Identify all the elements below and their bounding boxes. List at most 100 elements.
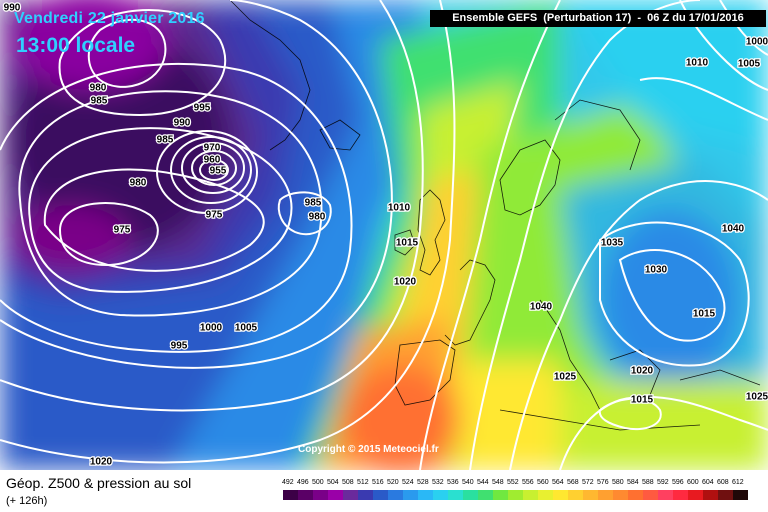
scale-tick-label: 528	[417, 479, 429, 486]
isobar-label: 990	[174, 118, 191, 129]
scale-tick-label: 592	[657, 479, 669, 486]
legend-bar: Géop. Z500 & pression au sol (+ 126h) 49…	[0, 470, 768, 512]
scale-swatch	[658, 490, 673, 500]
isobar-label: 1005	[235, 323, 258, 334]
scale-swatch	[448, 490, 463, 500]
geopotential-field: 9909809859959909859709609559809759759859…	[0, 0, 768, 470]
ensemble-run-banner: Ensemble GEFS (Perturbation 17) - 06 Z d…	[430, 10, 766, 27]
scale-tick-label: 532	[432, 479, 444, 486]
isobar-label: 980	[130, 178, 147, 189]
copyright-notice: Copyright © 2015 Meteociel.fr	[298, 444, 439, 455]
scale-swatch	[598, 490, 613, 500]
scale-tick-label: 524	[402, 479, 414, 486]
scale-swatch	[328, 490, 343, 500]
scale-swatch	[643, 490, 658, 500]
isobar-label: 980	[90, 83, 107, 94]
isobar-label: 1015	[631, 395, 654, 406]
scale-tick-label: 568	[567, 479, 579, 486]
isobar-label: 1035	[601, 238, 624, 249]
scale-tick-label: 572	[582, 479, 594, 486]
scale-tick-label: 564	[552, 479, 564, 486]
scale-swatch	[538, 490, 553, 500]
isobar-label: 1025	[746, 392, 768, 403]
scale-swatch	[358, 490, 373, 500]
forecast-range: (+ 126h)	[6, 495, 48, 507]
scale-swatch	[718, 490, 733, 500]
scale-tick-label: 544	[477, 479, 489, 486]
scale-swatch	[568, 490, 583, 500]
scale-swatch	[688, 490, 703, 500]
scale-tick-label: 608	[717, 479, 729, 486]
scale-tick-label: 508	[342, 479, 354, 486]
isobar-label: 1040	[722, 224, 745, 235]
isobars	[0, 0, 768, 470]
isobar-label: 1015	[396, 238, 419, 249]
scale-tick-label: 556	[522, 479, 534, 486]
scale-swatch	[613, 490, 628, 500]
legend-title: Géop. Z500 & pression au sol	[6, 475, 192, 491]
valid-date: Vendredi 22 janvier 2016	[14, 10, 205, 27]
scale-tick-label: 496	[297, 479, 309, 486]
isobar-label: 1020	[631, 366, 654, 377]
isobar-label: 990	[4, 3, 21, 14]
scale-tick-label: 512	[357, 479, 369, 486]
valid-time: 13:00 locale	[16, 34, 136, 57]
scale-tick-label: 612	[732, 479, 744, 486]
isobar-label: 985	[91, 96, 108, 107]
scale-swatch	[343, 490, 358, 500]
scale-swatch	[403, 490, 418, 500]
scale-tick-label: 520	[387, 479, 399, 486]
scale-swatch	[733, 490, 748, 500]
isobar-label: 985	[157, 135, 174, 146]
scale-swatch	[418, 490, 433, 500]
isobar-label: 1020	[90, 457, 113, 468]
scale-tick-label: 604	[702, 479, 714, 486]
isobar-label: 980	[309, 212, 326, 223]
isobar-label: 985	[305, 198, 322, 209]
isobar-label: 1000	[200, 323, 223, 334]
isobar-label: 970	[204, 143, 221, 154]
coastlines	[229, 0, 761, 431]
isobar-label: 955	[210, 166, 227, 177]
scale-tick-label: 552	[507, 479, 519, 486]
scale-swatch	[373, 490, 388, 500]
scale-tick-label: 600	[687, 479, 699, 486]
scale-tick-label: 576	[597, 479, 609, 486]
scale-tick-label: 588	[642, 479, 654, 486]
scale-swatch	[283, 490, 298, 500]
isobar-label: 1020	[394, 277, 417, 288]
scale-tick-label: 504	[327, 479, 339, 486]
scale-tick-label: 500	[312, 479, 324, 486]
isobar-label: 1000	[746, 37, 768, 48]
scale-swatch	[703, 490, 718, 500]
scale-swatch	[508, 490, 523, 500]
scale-tick-label: 596	[672, 479, 684, 486]
scale-swatch	[313, 490, 328, 500]
scale-swatch	[478, 490, 493, 500]
isobar-labels: 9909809859959909859709609559809759759859…	[2, 1, 768, 469]
scale-tick-label: 560	[537, 479, 549, 486]
scale-tick-label: 548	[492, 479, 504, 486]
isobar-label: 995	[194, 103, 211, 114]
isobar-label: 1015	[693, 309, 716, 320]
isobar-label: 1010	[686, 58, 709, 69]
isobar-label: 1005	[738, 59, 761, 70]
scale-tick-label: 580	[612, 479, 624, 486]
isobar-label: 995	[171, 341, 188, 352]
scale-swatch	[673, 490, 688, 500]
scale-swatch	[493, 490, 508, 500]
isobar-label: 1030	[645, 265, 668, 276]
isobar-label: 960	[204, 155, 221, 166]
isobar-label: 975	[114, 225, 131, 236]
scale-swatch	[553, 490, 568, 500]
isobar-label: 1010	[388, 203, 411, 214]
scale-tick-label: 584	[627, 479, 639, 486]
isobar-label: 1040	[530, 302, 553, 313]
scale-tick-label: 516	[372, 479, 384, 486]
weather-map: 990 980 985 995 990 985 970 960 955 980 975 975 985 9…	[0, 0, 768, 470]
isobar-label: 1025	[554, 372, 577, 383]
color-scale: 492 496 500 504 508 512 516 520 524 528 532 536 540 5…	[282, 479, 752, 509]
isobar-label: 975	[206, 210, 223, 221]
scale-swatch	[583, 490, 598, 500]
scale-swatch	[433, 490, 448, 500]
